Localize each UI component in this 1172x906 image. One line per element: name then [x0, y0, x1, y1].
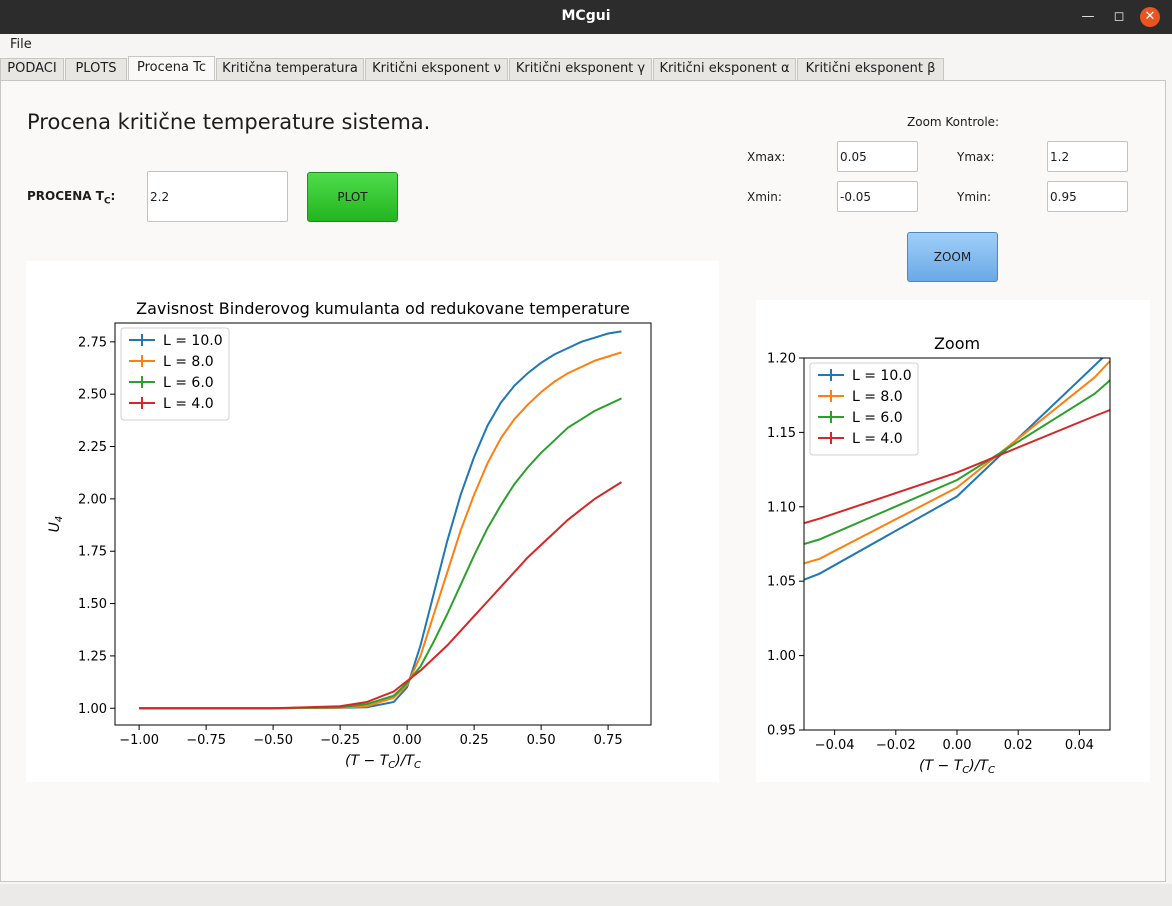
- y-axis-label: U4: [47, 516, 65, 533]
- zoom-button[interactable]: ZOOM: [907, 232, 998, 282]
- y-tick-label: 1.00: [767, 649, 796, 664]
- zoom-chart: Zoom −0.04 −0.02 0.00 0.02 0.04 0.95 1.00 1.05 1.…: [767, 334, 1111, 776]
- y-tick-label: 1.15: [767, 426, 796, 441]
- y-tick-label: 1.25: [78, 649, 107, 664]
- y-tick-label: 2.25: [78, 440, 107, 455]
- legend-box: [120, 327, 230, 421]
- axes-frame: [114, 322, 652, 726]
- ymax-input[interactable]: [1047, 141, 1128, 172]
- x-tick-label: 0.75: [594, 733, 623, 748]
- chart-legend: L = 10.0 L = 8.0 L = 6.0 L = 4.0: [809, 362, 919, 456]
- x-tick-label: −0.02: [876, 738, 916, 753]
- series-line-0: [804, 358, 1104, 581]
- legend-entry-3: L = 4.0: [163, 396, 214, 412]
- tab-eksponent-alpha[interactable]: Kritični eksponent α: [653, 58, 796, 80]
- xmax-input[interactable]: [837, 141, 918, 172]
- y-tick-label: 1.75: [78, 545, 107, 560]
- maximize-icon[interactable]: ◻: [1113, 9, 1125, 24]
- x-tick-label: −0.50: [253, 733, 293, 748]
- legend-entry-2: L = 6.0: [852, 410, 903, 426]
- y-tick-label: 1.10: [767, 500, 796, 515]
- tab-bar: PODACI PLOTS Procena Tc Kritična tempera…: [0, 56, 1172, 81]
- binder-cumulant-chart: Zavisnost Binderovog kumulanta od reduko…: [47, 299, 652, 771]
- x-tick-label: 0.04: [1065, 738, 1094, 753]
- window-title: MCgui: [561, 8, 611, 24]
- legend-entry-3: L = 4.0: [852, 431, 903, 447]
- chart-title: Zavisnost Binderovog kumulanta od reduko…: [136, 299, 630, 318]
- tab-eksponent-nu[interactable]: Kritični eksponent ν: [365, 58, 508, 80]
- y-tick-label: 2.00: [78, 492, 107, 507]
- x-tick-label: 0.00: [943, 738, 972, 753]
- zoom-controls-title: Zoom Kontrole:: [907, 115, 1000, 129]
- tab-kriticna-temperatura[interactable]: Kritična temperatura: [216, 58, 364, 80]
- main-plot-panel: Zavisnost Binderovog kumulanta od reduko…: [26, 261, 719, 782]
- chart-legend: L = 10.0 L = 8.0 L = 6.0 L = 4.0: [120, 327, 230, 421]
- zoom-plot-panel: Zoom −0.04 −0.02 0.00 0.02 0.04 0.95 1.00 1.05 1.…: [756, 300, 1150, 782]
- xmin-label: Xmin:: [747, 190, 782, 204]
- legend-entry-2: L = 6.0: [163, 375, 214, 391]
- x-axis-label: (T − TC)/TC: [345, 753, 421, 771]
- tc-estimate-label: PROCENA TC:: [27, 189, 116, 207]
- series-line-1: [139, 351, 622, 710]
- menubar: File: [0, 34, 1172, 56]
- x-tick-label: 0.00: [393, 733, 422, 748]
- x-tick-label: −0.75: [186, 733, 226, 748]
- x-tick-label: −1.00: [119, 733, 159, 748]
- series-line-3: [139, 481, 623, 710]
- y-tick-label: 2.75: [78, 335, 107, 350]
- y-tick-label: 1.00: [78, 702, 107, 717]
- plot-button[interactable]: PLOT: [307, 172, 398, 222]
- tab-eksponent-gamma[interactable]: Kritični eksponent γ: [509, 58, 652, 80]
- status-bar: [0, 884, 1172, 906]
- x-tick-label: 0.25: [460, 733, 489, 748]
- legend-box: [809, 362, 919, 456]
- xmin-input[interactable]: [837, 181, 918, 212]
- tc-estimate-input[interactable]: [147, 171, 288, 222]
- tab-podaci[interactable]: PODACI: [0, 58, 64, 80]
- series-line-2: [804, 379, 1110, 545]
- x-tick-label: 0.50: [527, 733, 556, 748]
- series-line-0: [139, 330, 622, 710]
- legend-entry-1: L = 8.0: [163, 354, 214, 370]
- legend-entry-0: L = 10.0: [163, 333, 223, 349]
- series-line-3: [804, 409, 1110, 525]
- close-icon[interactable]: ✕: [1140, 7, 1160, 27]
- y-tick-label: 0.95: [767, 724, 796, 739]
- ymin-label: Ymin:: [957, 190, 992, 204]
- ymin-input[interactable]: [1047, 181, 1128, 212]
- page-title: Procena kritične temperature sistema.: [27, 110, 431, 134]
- ymax-label: Ymax:: [957, 150, 995, 164]
- legend-entry-1: L = 8.0: [852, 389, 903, 405]
- series-line-1: [804, 360, 1110, 565]
- y-tick-label: 1.05: [767, 575, 796, 590]
- y-tick-label: 1.20: [767, 352, 796, 367]
- y-tick-label: 1.50: [78, 597, 107, 612]
- legend-entry-0: L = 10.0: [852, 368, 912, 384]
- chart-title: Zoom: [934, 334, 980, 353]
- x-axis-label: (T − TC)/TC: [919, 758, 995, 776]
- window-titlebar: MCgui — ◻ ✕: [0, 0, 1172, 34]
- x-tick-label: −0.04: [815, 738, 855, 753]
- xmax-label: Xmax:: [747, 150, 786, 164]
- x-tick-label: 0.02: [1004, 738, 1033, 753]
- tab-procena-tc[interactable]: Procena Tc: [128, 56, 215, 81]
- tab-eksponent-beta[interactable]: Kritični eksponent β: [797, 58, 944, 80]
- y-tick-label: 2.50: [78, 388, 107, 403]
- tab-plots[interactable]: PLOTS: [65, 58, 127, 80]
- series-line-2: [139, 397, 622, 710]
- menu-file[interactable]: File: [10, 37, 32, 52]
- minimize-icon[interactable]: —: [1081, 9, 1095, 24]
- x-tick-label: −0.25: [320, 733, 360, 748]
